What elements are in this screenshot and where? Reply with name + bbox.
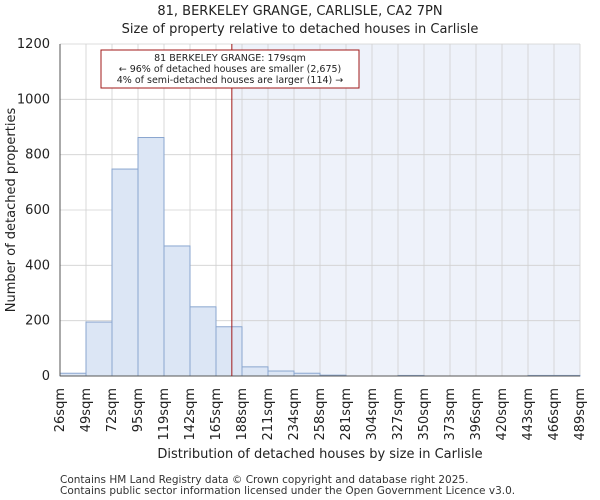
- histogram-bar: [267, 370, 295, 377]
- annotation-line: 4% of semi-detached houses are larger (1…: [117, 75, 344, 86]
- histogram-bar: [137, 137, 165, 377]
- footer-copyright: Contains HM Land Registry data © Crown c…: [60, 474, 469, 486]
- x-tick-label: 443sqm: [521, 388, 536, 441]
- histogram-bar: [189, 306, 217, 377]
- x-tick-label: 26sqm: [53, 388, 68, 432]
- y-tick-label: 800: [25, 148, 50, 163]
- x-tick-label: 72sqm: [105, 388, 120, 432]
- x-axis-title: Distribution of detached houses by size …: [157, 447, 482, 462]
- histogram-bar: [111, 168, 139, 377]
- y-axis-title: Number of detached properties: [4, 108, 19, 313]
- x-tick-label: 304sqm: [365, 388, 380, 441]
- x-tick-label: 211sqm: [261, 388, 276, 441]
- histogram-bar: [163, 245, 191, 377]
- x-tick-label: 420sqm: [495, 388, 510, 441]
- x-tick-label: 142sqm: [183, 388, 198, 441]
- y-tick-label: 1200: [17, 37, 50, 52]
- x-tick-label: 281sqm: [339, 388, 354, 441]
- histogram-bar: [85, 321, 113, 377]
- x-tick-label: 396sqm: [469, 388, 484, 441]
- y-tick-label: 200: [25, 314, 50, 329]
- y-tick-label: 600: [25, 203, 50, 218]
- y-tick-label: 0: [42, 369, 50, 384]
- x-tick-label: 165sqm: [209, 388, 224, 441]
- chart-subtitle: Size of property relative to detached ho…: [121, 22, 479, 37]
- x-tick-label: 350sqm: [417, 388, 432, 441]
- x-tick-label: 373sqm: [443, 388, 458, 441]
- x-tick-label: 327sqm: [391, 388, 406, 441]
- histogram-bar: [215, 326, 243, 377]
- annotation-line: 81 BERKELEY GRANGE: 179sqm: [154, 53, 306, 64]
- x-tick-label: 489sqm: [573, 388, 588, 441]
- footer-licence: Contains public sector information licen…: [60, 485, 516, 497]
- x-tick-label: 234sqm: [287, 388, 302, 441]
- x-tick-label: 119sqm: [157, 388, 172, 441]
- y-tick-label: 400: [25, 258, 50, 273]
- x-tick-label: 466sqm: [547, 388, 562, 441]
- x-tick-label: 258sqm: [313, 388, 328, 441]
- x-tick-label: 188sqm: [235, 388, 250, 441]
- chart-title: 81, BERKELEY GRANGE, CARLISLE, CA2 7PN: [157, 4, 443, 19]
- annotation-line: ← 96% of detached houses are smaller (2,…: [119, 64, 342, 75]
- annotation-box: [100, 49, 360, 89]
- x-tick-label: 49sqm: [79, 388, 94, 432]
- x-tick-label: 95sqm: [131, 388, 146, 432]
- y-tick-label: 1000: [17, 92, 50, 107]
- histogram-bar: [241, 366, 269, 377]
